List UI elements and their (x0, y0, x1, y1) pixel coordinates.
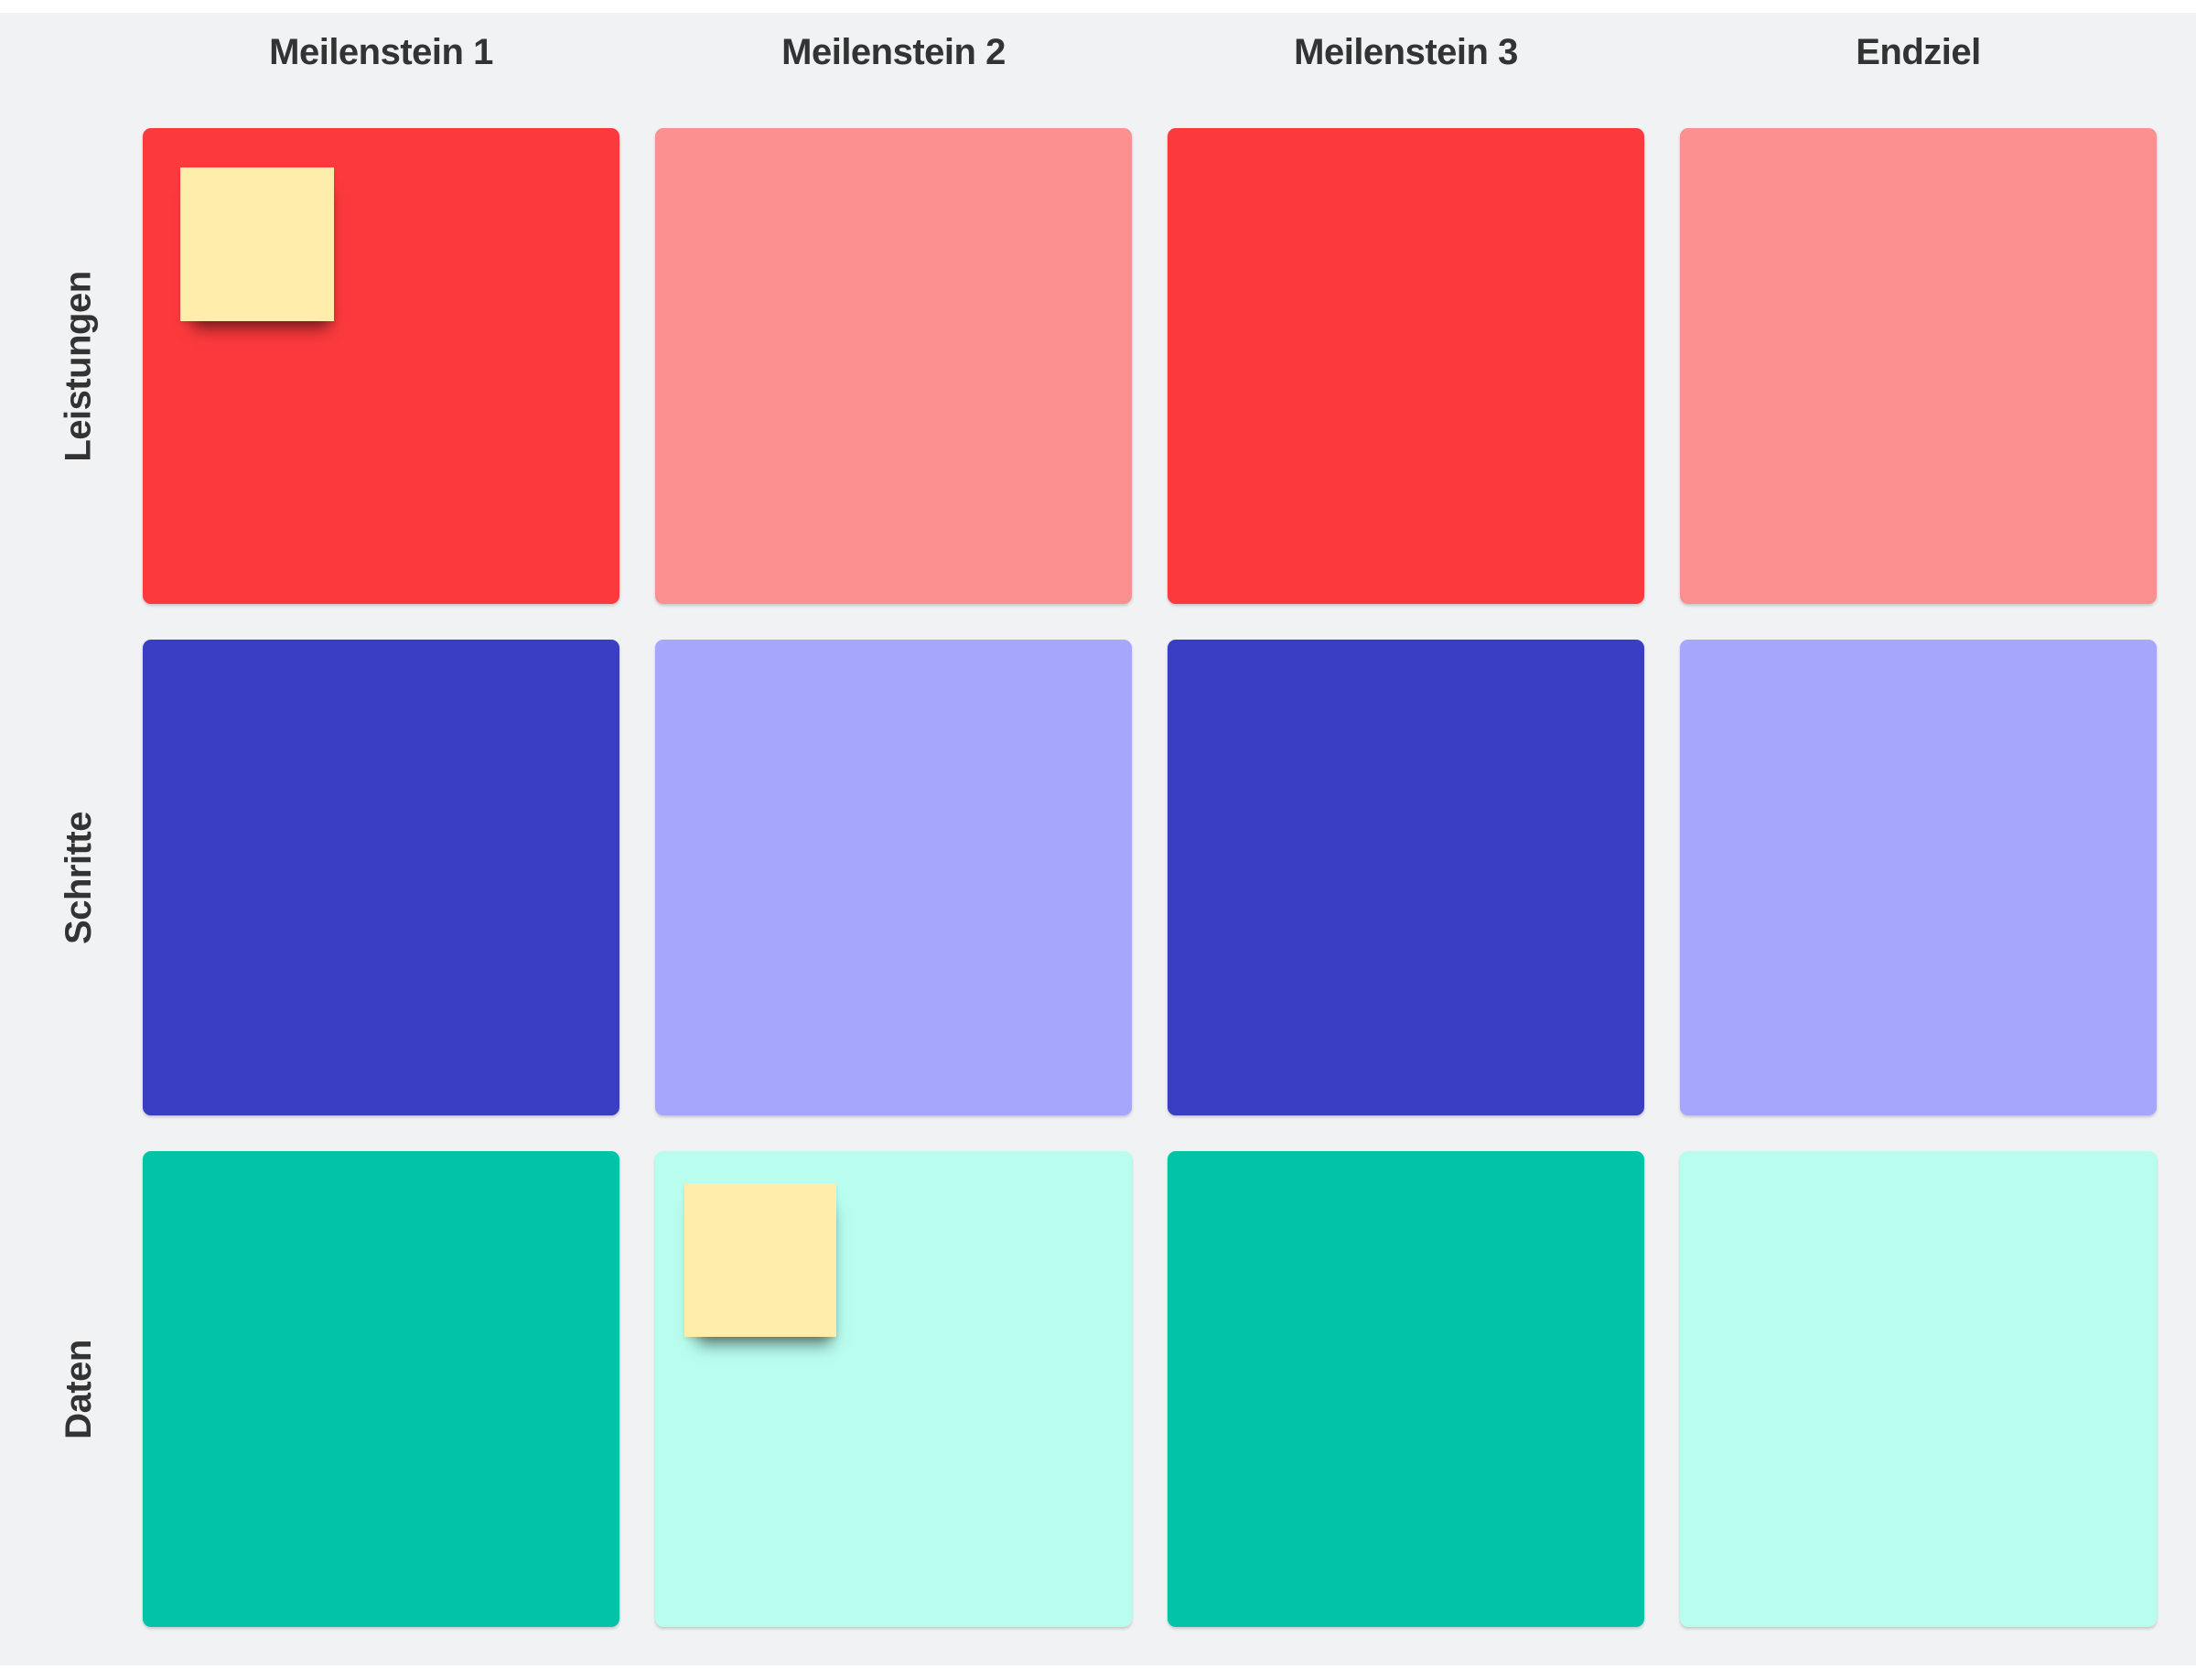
matrix-cell[interactable] (1168, 1151, 1644, 1627)
matrix-cell[interactable] (143, 128, 619, 604)
matrix-cell[interactable] (143, 640, 619, 1115)
matrix-cell[interactable] (1680, 640, 2157, 1115)
matrix-cell[interactable] (143, 1151, 619, 1627)
matrix-cell[interactable] (1168, 128, 1644, 604)
sticky-note[interactable] (180, 167, 334, 321)
row-label-text: Schritte (59, 811, 99, 944)
row-label-daten: Daten (0, 1151, 107, 1627)
row-label-text: Leistungen (59, 270, 99, 462)
row-label-schritte: Schritte (0, 640, 107, 1115)
row-label-leistungen: Leistungen (0, 128, 107, 604)
matrix-cell[interactable] (655, 1151, 1132, 1627)
matrix-cell[interactable] (655, 128, 1132, 604)
page-margin-bottom (0, 1665, 2196, 1680)
sticky-note[interactable] (684, 1183, 836, 1337)
column-header-meilenstein-1: Meilenstein 1 (269, 32, 493, 72)
column-header-endziel: Endziel (1856, 32, 1981, 72)
matrix-cell[interactable] (1680, 128, 2157, 604)
corner-spacer (0, 13, 107, 92)
matrix-cell[interactable] (655, 640, 1132, 1115)
page-margin-top (0, 0, 2196, 13)
matrix-cell[interactable] (1680, 1151, 2157, 1627)
column-header-meilenstein-2: Meilenstein 2 (781, 32, 1006, 72)
row-label-text: Daten (59, 1339, 100, 1439)
milestone-matrix: Meilenstein 1 Meilenstein 2 Meilenstein … (0, 13, 2157, 1627)
board-canvas: Meilenstein 1 Meilenstein 2 Meilenstein … (0, 13, 2196, 1665)
matrix-cell[interactable] (1168, 640, 1644, 1115)
column-header-meilenstein-3: Meilenstein 3 (1294, 32, 1518, 72)
